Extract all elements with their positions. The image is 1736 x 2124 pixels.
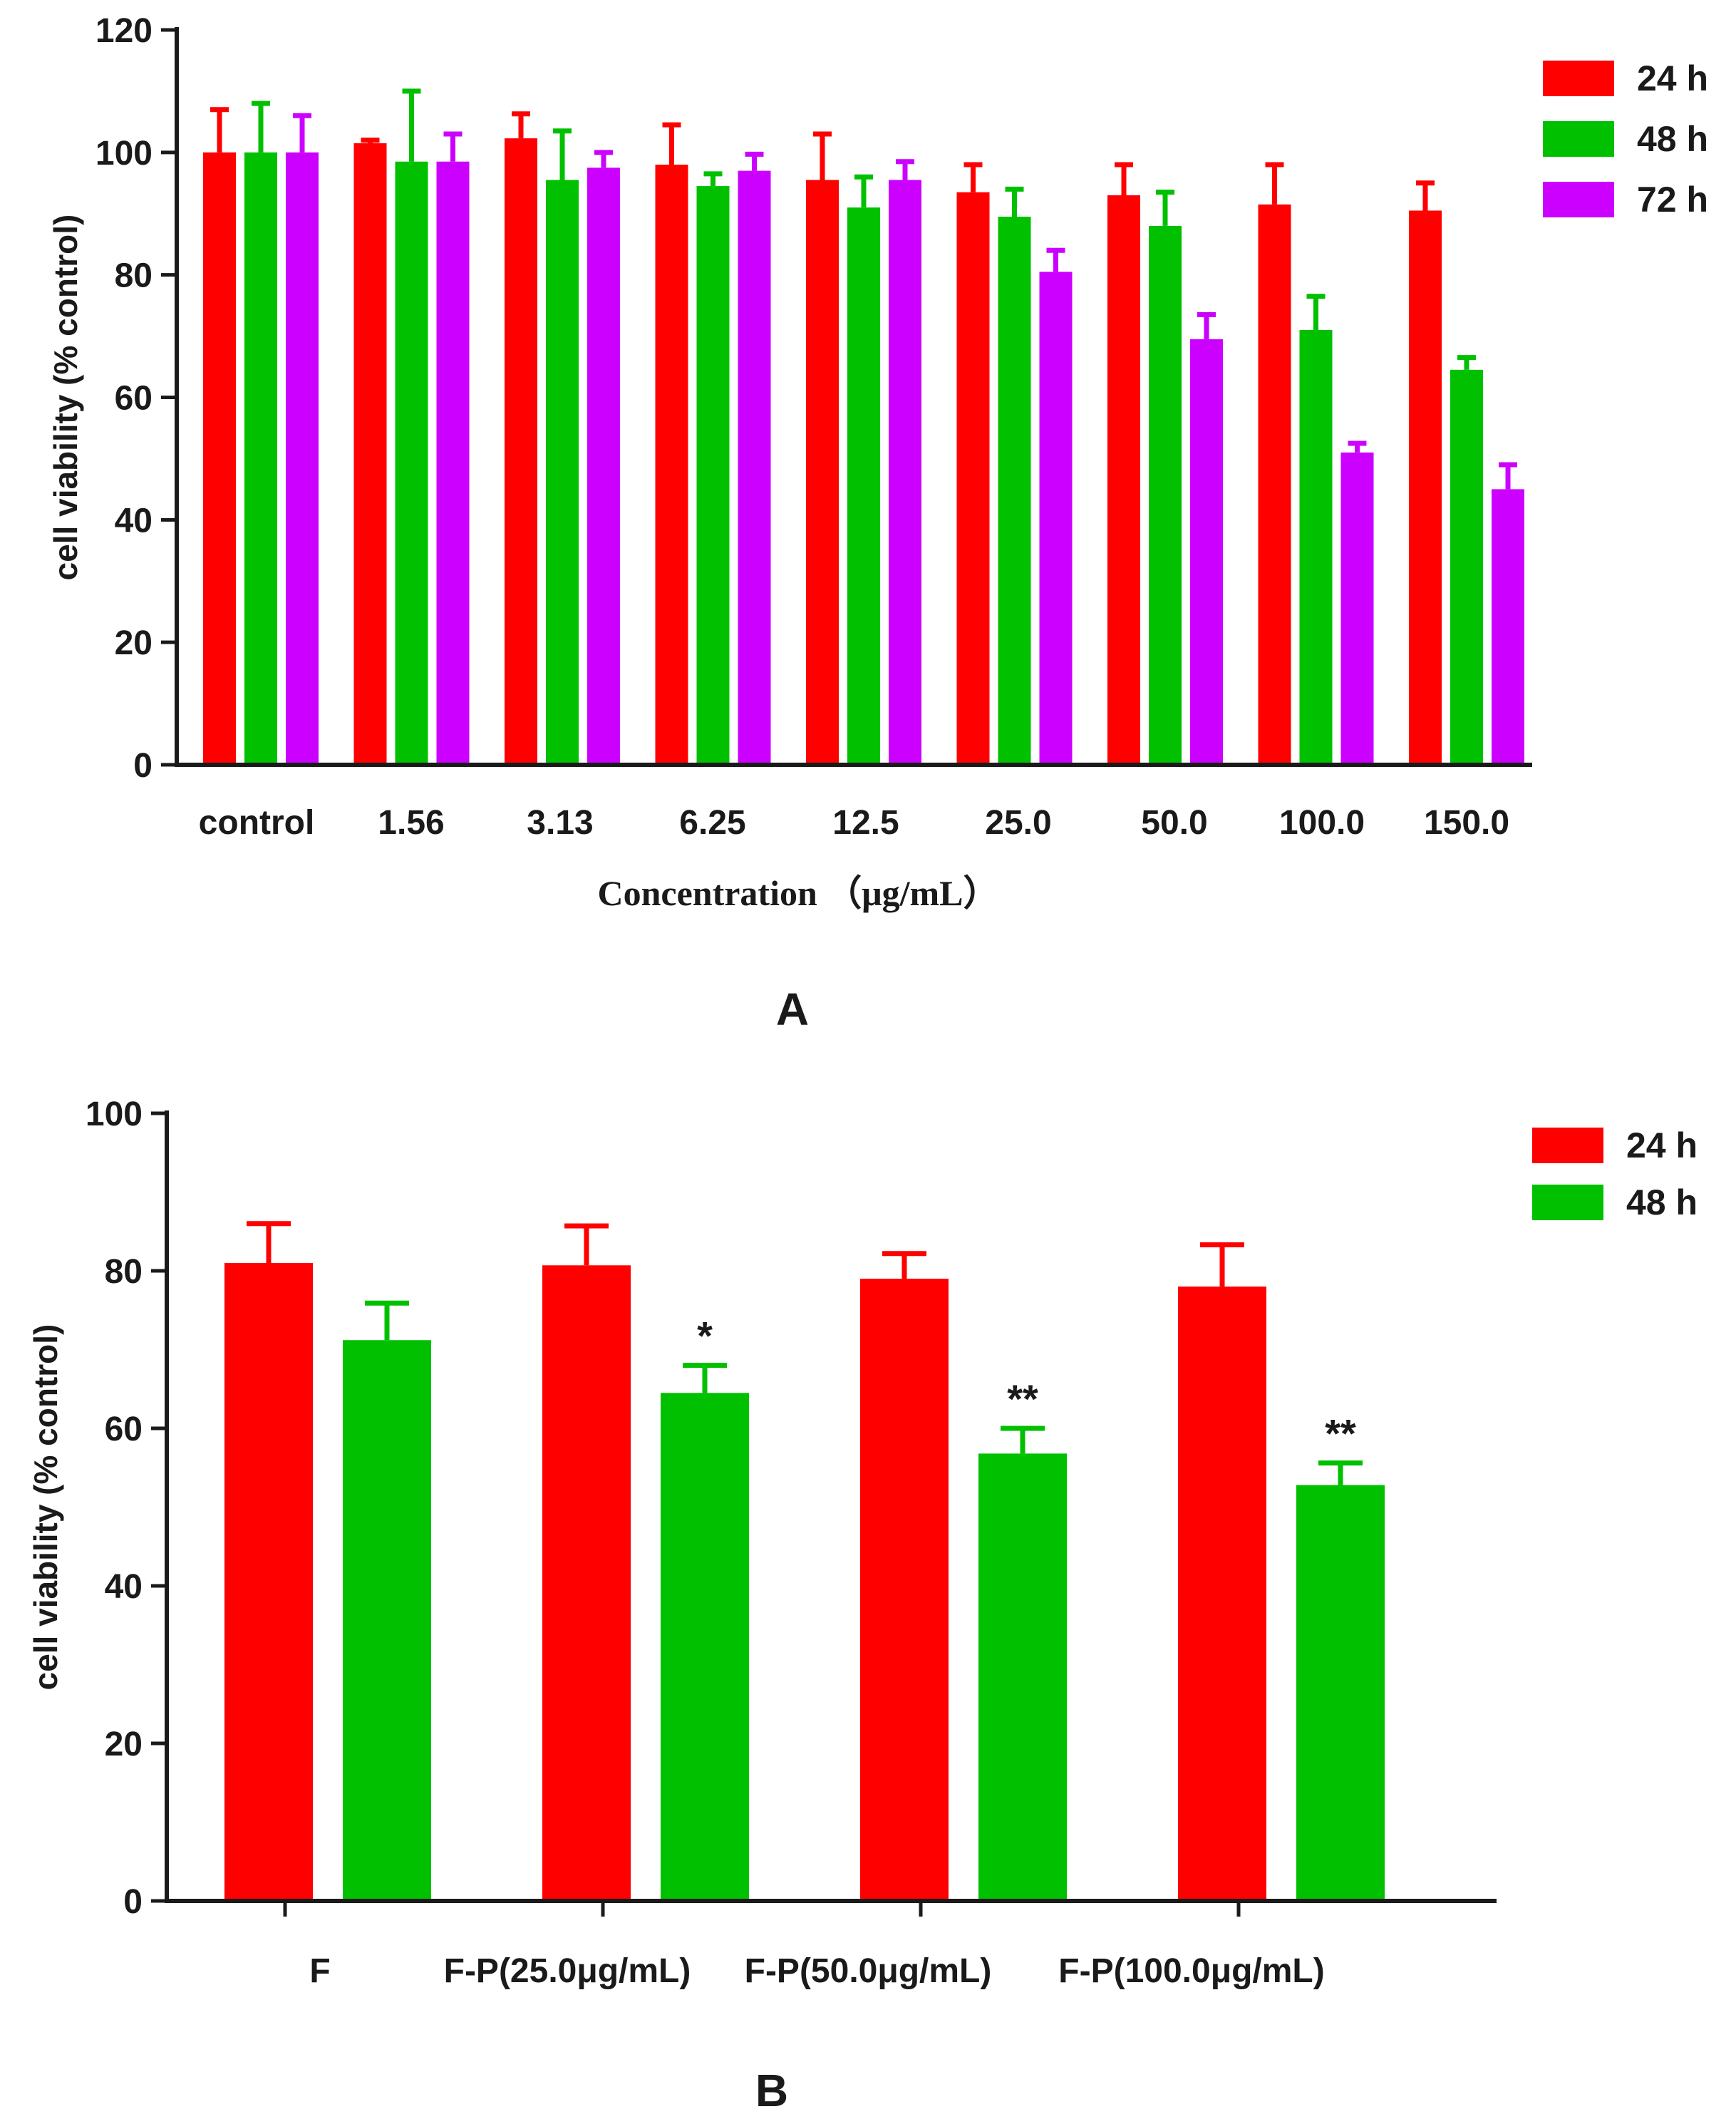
bar: [343, 1340, 431, 1901]
chart-b: 0 20 40 60 80 100 F F-P(25.0μg/mL) * F-P(50.0μg/m…: [27, 1095, 1698, 2116]
bar: [1492, 489, 1524, 765]
x-tick-label: F-P(25.0μg/mL): [444, 1952, 691, 1990]
x-tick-label: 3.13: [527, 804, 593, 842]
bar: [860, 1279, 949, 1901]
y-tick-label: 20: [105, 1726, 143, 1763]
y-tick-label: 80: [115, 257, 153, 295]
bar: [655, 165, 688, 765]
x-tick-label: F-P(50.0μg/mL): [745, 1952, 992, 1990]
bar: [1450, 369, 1483, 765]
legend-swatch: [1543, 61, 1614, 96]
bar: [956, 192, 990, 765]
bar: [806, 180, 839, 765]
x-tick-label: control: [199, 804, 315, 842]
bar: [436, 161, 470, 765]
y-tick-label: 100: [86, 1095, 143, 1133]
legend-label: 24 h: [1626, 1125, 1698, 1165]
x-tick-label: 50.0: [1141, 804, 1207, 842]
x-tick-label: F: [309, 1952, 330, 1990]
x-tick-label: 25.0: [985, 804, 1051, 842]
bar: [203, 152, 236, 765]
y-axis-title: cell viability (% control): [27, 1324, 64, 1691]
bar: [286, 152, 319, 765]
significance-marker: **: [1325, 1411, 1356, 1456]
legend-label: 24 h: [1637, 58, 1708, 98]
bar: [1039, 272, 1073, 765]
bar: [395, 161, 428, 765]
y-tick-label: 40: [115, 502, 153, 540]
bar: [1190, 339, 1223, 765]
bar: [542, 1265, 631, 1901]
legend-label: 72 h: [1637, 180, 1708, 220]
bar: [546, 180, 579, 765]
bar: [889, 180, 921, 765]
x-axis-title: Concentration （μg/mL）: [597, 873, 998, 913]
bar: [1296, 1485, 1385, 1901]
x-tick-label: 100.0: [1279, 804, 1365, 842]
legend-swatch: [1532, 1128, 1603, 1163]
bar: [998, 217, 1031, 765]
legend-label: 48 h: [1626, 1182, 1698, 1222]
y-tick-label: 60: [115, 380, 153, 418]
bar: [1340, 452, 1374, 765]
x-tick-label: 6.25: [679, 804, 745, 842]
y-tick-label: 40: [105, 1568, 143, 1606]
x-tick-label: 1.56: [378, 804, 444, 842]
bar: [696, 186, 730, 765]
bar: [505, 138, 537, 765]
y-tick-label: 80: [105, 1253, 143, 1291]
bar: [244, 152, 277, 765]
significance-marker: **: [1007, 1376, 1038, 1421]
legend-label: 48 h: [1637, 119, 1708, 159]
bar: [224, 1262, 313, 1901]
y-axis-title: cell viability (% control): [47, 215, 84, 581]
panel-label: A: [776, 984, 809, 1035]
y-tick-label: 120: [95, 12, 153, 50]
legend-swatch: [1543, 121, 1614, 157]
bar: [738, 170, 771, 765]
bar: [1258, 204, 1291, 765]
bar: [353, 143, 387, 765]
legend-swatch: [1532, 1185, 1603, 1220]
bar: [1107, 195, 1140, 765]
legend-swatch: [1543, 182, 1614, 217]
bar: [1409, 210, 1442, 765]
chart-a: 0 20 40 60 80 100 120 control 1.56 3.13 6.25 12.5 25…: [47, 12, 1708, 1035]
bar: [661, 1393, 749, 1901]
x-tick-label: 150.0: [1424, 804, 1509, 842]
y-tick-label: 100: [95, 135, 153, 172]
x-tick-label: F-P(100.0μg/mL): [1058, 1952, 1324, 1990]
bar: [1149, 225, 1182, 765]
y-tick-label: 20: [115, 624, 153, 662]
x-tick-label: 12.5: [832, 804, 899, 842]
y-tick-label: 0: [133, 747, 153, 785]
bar: [1299, 329, 1333, 765]
y-tick-label: 60: [105, 1411, 143, 1448]
bar: [978, 1453, 1067, 1901]
bar: [1178, 1287, 1266, 1901]
bar: [847, 207, 880, 765]
significance-marker: *: [697, 1314, 713, 1359]
bar: [587, 167, 620, 765]
panel-label: B: [755, 2065, 788, 2116]
y-tick-label: 0: [123, 1883, 143, 1921]
